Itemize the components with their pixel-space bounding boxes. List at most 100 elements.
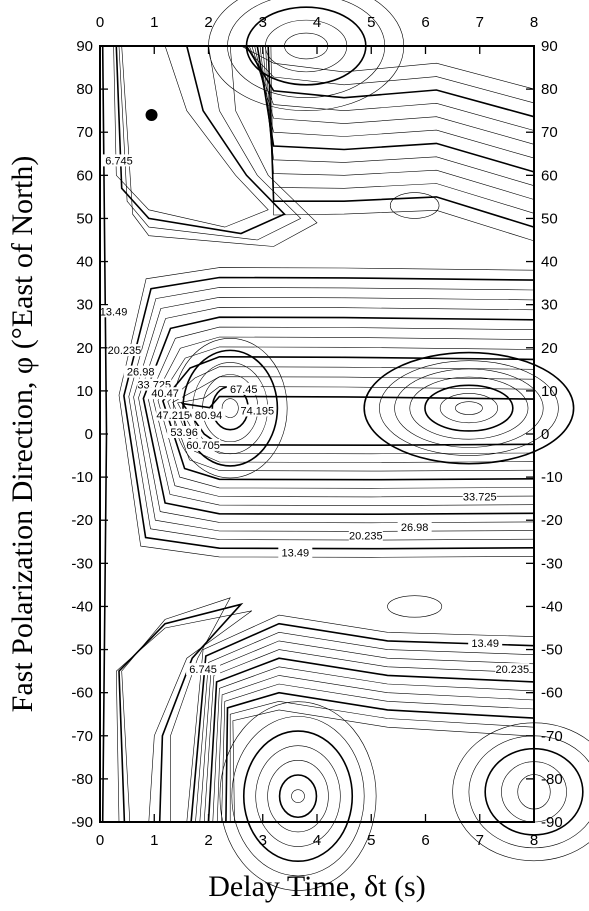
x-tick-label-top: 2 bbox=[204, 14, 212, 31]
contour-label-bg bbox=[191, 408, 226, 421]
contour-ring bbox=[182, 349, 279, 467]
x-tick-label-top: 1 bbox=[150, 14, 158, 31]
plot-frame bbox=[99, 45, 535, 823]
contour-label: 13.49 bbox=[100, 306, 128, 318]
x-tick-label-bottom: 4 bbox=[313, 832, 321, 849]
y-tick-label-left: -40 bbox=[71, 598, 93, 615]
contour-label: 74.195 bbox=[240, 405, 274, 417]
contour-label-bg bbox=[101, 154, 136, 167]
contour-ring bbox=[227, 0, 386, 99]
contour-ring bbox=[394, 368, 544, 448]
contour-line bbox=[225, 691, 535, 823]
y-tick-label-right: 30 bbox=[541, 297, 558, 314]
contour-line bbox=[128, 287, 535, 541]
y-tick-label-right: 90 bbox=[541, 38, 558, 55]
contour-line bbox=[251, 45, 535, 145]
x-tick-label-top: 8 bbox=[530, 14, 538, 31]
x-axis-title: Delay Time, δt (s) bbox=[208, 870, 425, 903]
contour-line bbox=[221, 683, 535, 823]
contour-ring bbox=[389, 192, 440, 219]
contour-line bbox=[167, 366, 535, 472]
contour-label: 13.49 bbox=[471, 638, 499, 650]
contour-label: 80.94 bbox=[195, 410, 223, 422]
y-tick-label-left: -30 bbox=[71, 555, 93, 572]
contour-line bbox=[113, 45, 269, 228]
x-tick-label-bottom: 6 bbox=[421, 832, 429, 849]
contour-label-bg bbox=[107, 344, 142, 357]
contour-label: 20.235 bbox=[108, 345, 142, 357]
contour-label-bg bbox=[96, 305, 131, 318]
contour-label-bg bbox=[148, 387, 183, 400]
contour-line bbox=[177, 386, 535, 455]
y-tick-label-right: -60 bbox=[541, 685, 563, 702]
contour-ring bbox=[424, 384, 514, 432]
y-tick-label-left: -50 bbox=[71, 642, 93, 659]
contour-label: 20.235 bbox=[349, 530, 383, 542]
contour-ring bbox=[387, 595, 443, 618]
x-tick-label-top: 4 bbox=[313, 14, 321, 31]
contour-labels: 6.745 13.49 20.235 26.98 33.725 40.47 47.215 53… bbox=[96, 154, 530, 676]
y-tick-label-right: 40 bbox=[541, 254, 558, 271]
y-tick-label-left: -90 bbox=[71, 814, 93, 831]
y-tick-label-right: 20 bbox=[541, 340, 558, 357]
contour-line bbox=[180, 395, 535, 447]
y-tick-label-right: 0 bbox=[541, 426, 549, 443]
contour-label: 33.725 bbox=[463, 492, 497, 504]
contour-line bbox=[267, 45, 535, 228]
contour-line bbox=[115, 45, 286, 235]
contour-ring bbox=[278, 774, 318, 819]
contour-line bbox=[270, 45, 535, 242]
y-axis-title: Fast Polarization Direction, φ (°East of… bbox=[6, 156, 39, 713]
y-tick-label-right: 70 bbox=[541, 124, 558, 141]
contour-label-bg bbox=[397, 520, 432, 533]
contour-label-bg bbox=[186, 438, 221, 451]
x-tick-label-bottom: 0 bbox=[96, 832, 104, 849]
y-tick-label-left: -20 bbox=[71, 512, 93, 529]
y-tick-label-right: -20 bbox=[541, 512, 563, 529]
contour-line bbox=[118, 45, 302, 241]
contour-line bbox=[243, 45, 535, 104]
x-tick-label-top: 5 bbox=[367, 14, 375, 31]
x-tick-label-top: 6 bbox=[421, 14, 429, 31]
y-tick-label-right: -30 bbox=[541, 555, 563, 572]
y-tick-label-left: 20 bbox=[76, 340, 93, 357]
contour-line bbox=[203, 649, 535, 823]
contour-label: 40.47 bbox=[151, 388, 179, 400]
y-tick-label-left: 70 bbox=[76, 124, 93, 141]
y-tick-label-right: -10 bbox=[541, 469, 563, 486]
contour-line bbox=[190, 622, 535, 823]
contour-ring bbox=[452, 722, 589, 862]
y-tick-label-left: 10 bbox=[76, 383, 93, 400]
contour-line bbox=[121, 597, 231, 823]
contour-line bbox=[245, 45, 535, 118]
y-tick-label-left: 90 bbox=[76, 38, 93, 55]
contour-line bbox=[248, 45, 535, 131]
y-tick-label-right: -40 bbox=[541, 598, 563, 615]
x-tick-label-bottom: 5 bbox=[367, 832, 375, 849]
contour-ring bbox=[409, 376, 529, 440]
contour-label: 20.235 bbox=[495, 664, 529, 676]
contour-label-bg bbox=[348, 529, 383, 542]
contour-line bbox=[118, 267, 535, 558]
contour-ring bbox=[439, 393, 498, 424]
contour-label: 13.49 bbox=[282, 548, 310, 560]
contour-line bbox=[186, 614, 535, 823]
y-tick-label-left: -10 bbox=[71, 469, 93, 486]
y-tick-label-right: 50 bbox=[541, 210, 558, 227]
y-tick-label-right: 80 bbox=[541, 81, 558, 98]
y-tick-label-left: 30 bbox=[76, 297, 93, 314]
contour-line bbox=[254, 45, 535, 159]
x-tick-label-top: 3 bbox=[259, 14, 267, 31]
contour-label: 47.215 bbox=[156, 410, 190, 422]
y-tick-label-left: -60 bbox=[71, 685, 93, 702]
y-tick-label-left: 40 bbox=[76, 254, 93, 271]
contour-label-bg bbox=[167, 426, 202, 438]
contour-label-bg bbox=[278, 546, 313, 559]
y-tick-label-right: -90 bbox=[541, 814, 563, 831]
contour-lines bbox=[101, 0, 589, 891]
x-tick-label-bottom: 3 bbox=[259, 832, 267, 849]
contour-line bbox=[157, 346, 535, 489]
contour-ring bbox=[231, 716, 365, 877]
x-tick-label-top: 0 bbox=[96, 14, 104, 31]
